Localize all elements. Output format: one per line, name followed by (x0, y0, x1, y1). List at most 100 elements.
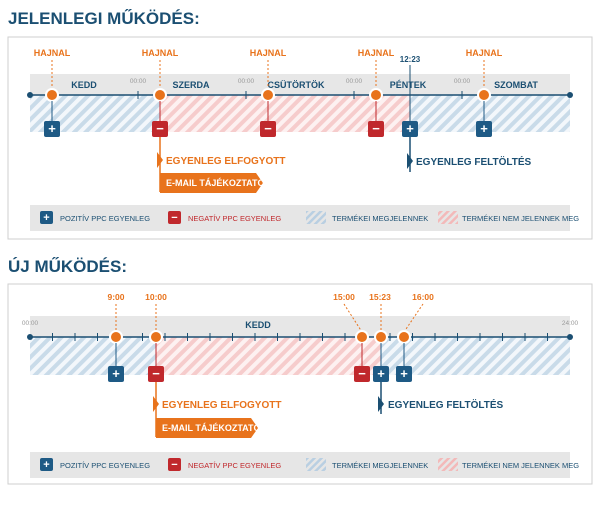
new-marker-1-label: 9:00 (107, 292, 124, 302)
new-legend: + POZITÍV PPC EGYENLEG − NEGATÍV PPC EGY… (30, 452, 579, 478)
current-marker-5-label: 12:23 (400, 55, 421, 64)
new-callout-in-text: EGYENLEG FELTÖLTÉS (388, 398, 504, 411)
new-day-band (30, 316, 570, 337)
legend-negative-label: NEGATÍV PPC EGYENLEG (188, 214, 281, 223)
current-marker-5-badge (402, 121, 418, 137)
current-marker-1-dot (45, 88, 59, 102)
current-marker-6-label: HAJNAL (466, 48, 503, 58)
current-marker-6: HAJNAL + (466, 48, 503, 137)
legend-visible-label: TERMÉKEI MEGJELENNEK (332, 214, 428, 223)
plus-icon: + (377, 366, 385, 381)
current-frame (7, 36, 593, 240)
new-marker-4: 15:23 + (369, 292, 391, 382)
plus-icon: + (406, 121, 414, 136)
legend-negative-swatch (168, 211, 181, 224)
current-marker-5: 12:23 + (400, 55, 421, 137)
current-title: JELENLEGI MŰKÖDÉS: (8, 9, 200, 28)
new-hidden-area (156, 337, 381, 375)
new-marker-1-badge (108, 366, 124, 382)
plus-icon: + (480, 121, 488, 136)
new-callout-in: EGYENLEG FELTÖLTÉS (378, 382, 504, 414)
legend-negative-swatch (168, 458, 181, 471)
current-marker-6-badge (476, 121, 492, 137)
new-frame (7, 283, 593, 485)
current-callout-in: EGYENLEG FELTÖLTÉS (407, 137, 532, 172)
new-start-label: 00:00 (22, 320, 39, 327)
new-marker-2: 10:00 − (145, 292, 167, 382)
new-axis-start (27, 334, 33, 340)
new-marker-4-label: 15:23 (369, 292, 391, 302)
current-axis-ticks (137, 91, 463, 99)
current-legend: + POZITÍV PPC EGYENLEG − NEGATÍV PPC EGY… (30, 205, 579, 231)
current-marker-4-label: HAJNAL (358, 48, 395, 58)
legend-positive-label: POZITÍV PPC EGYENLEG (60, 214, 150, 223)
current-marker-1: HAJNAL + (34, 48, 71, 137)
legend-hidden-label: TERMÉKEI NEM JELENNEK MEG (462, 461, 579, 470)
current-marker-2-badge (152, 121, 168, 137)
new-callout-out-text: EGYENLEG ELFOGYOTT (162, 400, 281, 411)
plus-icon: + (112, 366, 120, 381)
new-axis-end (567, 334, 573, 340)
plus-icon: + (48, 121, 56, 136)
day-label-kedd: KEDD (71, 80, 97, 90)
legend-negative-label: NEGATÍV PPC EGYENLEG (188, 461, 281, 470)
legend-positive-swatch (40, 458, 53, 471)
current-marker-4-badge (368, 121, 384, 137)
midnight-label-2: 00:00 (238, 78, 255, 85)
legend-hidden-swatch (438, 211, 458, 224)
new-callout-out: EGYENLEG ELFOGYOTT E-MAIL TÁJÉKOZTATÓ (153, 382, 281, 438)
current-callout-out: EGYENLEG ELFOGYOTT E-MAIL TÁJÉKOZTATÓ (157, 137, 285, 193)
minus-icon: − (171, 459, 177, 471)
current-marker-3: HAJNAL − (250, 48, 287, 137)
new-title: ÚJ MŰKÖDÉS: (8, 257, 127, 276)
current-axis-end (567, 92, 573, 98)
legend-positive-label: POZITÍV PPC EGYENLEG (60, 461, 150, 470)
midnight-label-3: 00:00 (346, 78, 363, 85)
new-marker-3-badge (354, 366, 370, 382)
current-day-band (30, 74, 570, 95)
current-marker-3-label: HAJNAL (250, 48, 287, 58)
new-email-text: E-MAIL TÁJÉKOZTATÓ (162, 422, 261, 433)
minus-icon: − (358, 366, 366, 381)
new-end-label: 24:00 (562, 320, 579, 327)
legend-visible-label: TERMÉKEI MEGJELENNEK (332, 461, 428, 470)
current-callout-in-text: EGYENLEG FELTÖLTÉS (416, 155, 532, 168)
new-email-arrow (156, 418, 258, 438)
minus-icon: − (171, 212, 177, 224)
current-callout-out-text: EGYENLEG ELFOGYOTT (166, 156, 285, 167)
new-visible-area-2 (381, 337, 570, 375)
legend-positive-swatch (40, 211, 53, 224)
legend-visible-swatch (306, 458, 326, 471)
midnight-label-4: 00:00 (454, 78, 471, 85)
new-marker-2-label: 10:00 (145, 292, 167, 302)
minus-icon: − (152, 366, 160, 381)
current-marker-2-label: HAJNAL (142, 48, 179, 58)
day-label-szerda: SZERDA (172, 80, 210, 90)
current-marker-2: HAJNAL − (142, 48, 179, 137)
day-label-csutortok: CSÜTÖRTÖK (268, 80, 325, 90)
legend-hidden-label: TERMÉKEI NEM JELENNEK MEG (462, 214, 579, 223)
minus-icon: − (156, 121, 164, 136)
day-label-szombat: SZOMBAT (494, 80, 538, 90)
new-marker-5-label: 16:00 (412, 292, 434, 302)
new-marker-2-badge (148, 366, 164, 382)
new-marker-5-badge (396, 366, 412, 382)
plus-icon: + (400, 366, 408, 381)
current-axis-start (27, 92, 33, 98)
new-visible-area-1 (30, 337, 156, 375)
current-marker-4: HAJNAL − (358, 48, 395, 137)
legend-visible-swatch (306, 211, 326, 224)
day-label-pentek: PÉNTEK (390, 80, 427, 90)
plus-icon: + (43, 459, 49, 471)
midnight-label-1: 00:00 (130, 78, 147, 85)
new-marker-5: 16:00 + (396, 292, 434, 382)
new-marker-3-label: 15:00 (333, 292, 355, 302)
legend-hidden-swatch (438, 458, 458, 471)
current-email-text: E-MAIL TÁJÉKOZTATÓ (166, 177, 265, 188)
current-email-arrow (160, 173, 263, 193)
minus-icon: − (372, 121, 380, 136)
new-marker-3: 15:00 − (333, 292, 370, 382)
new-day-label: KEDD (245, 320, 271, 330)
